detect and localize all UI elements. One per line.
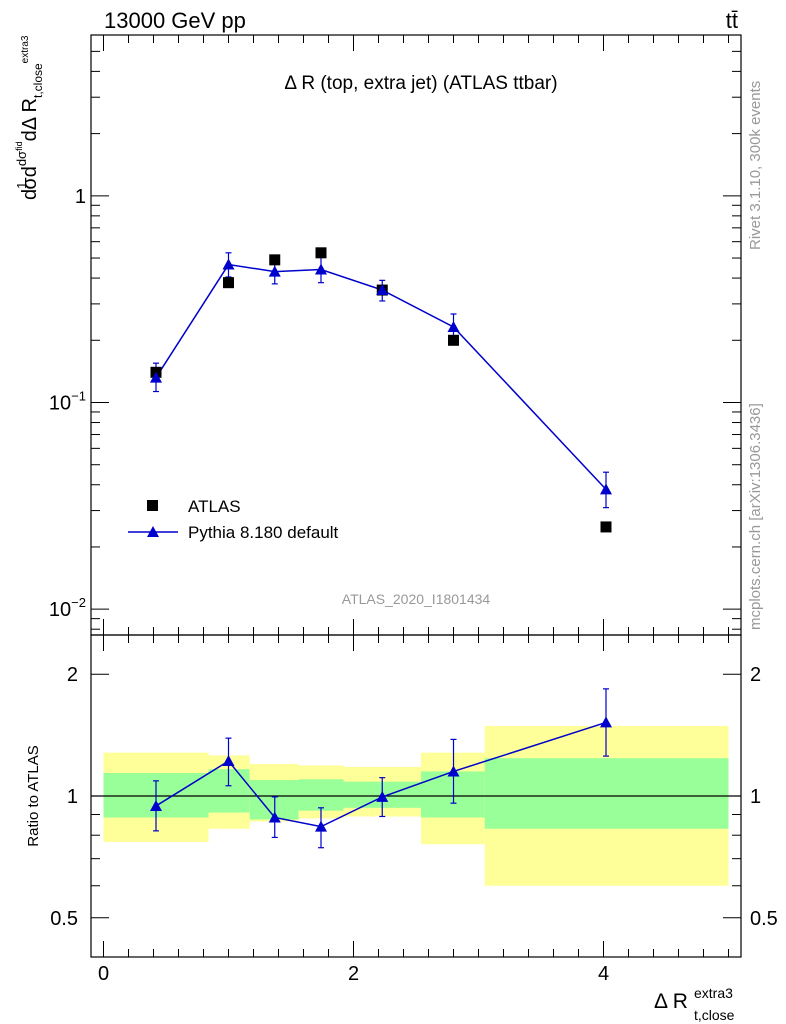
ratio-ytick-label-right: 0.5 [750,908,778,930]
mc-point [376,284,389,296]
main-ytick-label-base: 10 [49,599,71,621]
ratio-ytick-label: 0.5 [50,908,78,930]
atlas-point [269,254,281,266]
ratio-ytick-label-right: 2 [750,664,761,686]
legend-marker-atlas [147,500,158,511]
mc-series-line [155,263,607,490]
atlas-point [600,521,612,533]
main-y-axis-label: d1σddσfiddΔ Rt,closeextra3 [14,35,45,200]
main-ytick-label: 10−2 [49,595,86,621]
main-ytick-label-exp: −2 [71,595,86,610]
legend-label-mc: Pythia 8.180 default [188,523,339,542]
main-frame [90,34,742,636]
ratio-band-inner [421,771,485,818]
legend: ATLAS Pythia 8.180 default [128,497,339,542]
xtick-label: 2 [348,963,359,985]
ratio-point [600,716,612,728]
ratio-ytick-label: 2 [67,664,78,686]
header-right: tt̄ [726,8,738,33]
analysis-label: ATLAS_2020_I1801434 [342,591,491,607]
ratio-point [222,755,235,767]
main-axis-ticks [91,34,741,635]
atlas-point [223,277,234,289]
main-ytick-label: 10−1 [49,389,86,415]
ratio-band-inner [484,758,729,829]
main-y-tick-labels: 10−210−11 [49,186,86,621]
mc-point [600,483,612,495]
rivet-label: Rivet 3.1.10, 300k events [747,81,764,250]
ratio-point [150,799,162,811]
header-left: 13000 GeV pp [104,8,246,33]
xtick-label: 0 [98,963,109,985]
main-panel: 10−210−11 Δ R (top, extra jet) (ATLAS tt… [14,34,742,636]
ratio-point [315,820,327,832]
ratio-y-tick-labels: 0.5 0.5 1 1 2 2 [50,664,778,930]
mc-point [222,258,235,270]
ratio-band-inner [208,769,250,813]
chart-title: Δ R (top, extra jet) (ATLAS ttbar) [284,73,557,94]
ratio-bands [103,725,729,886]
atlas-point [448,334,459,346]
ratio-axis-ticks [91,635,741,957]
legend-marker-mc [147,526,159,537]
xtick-label: 4 [598,963,609,985]
ratio-ytick-label-right: 1 [750,786,761,808]
atlas-point [315,247,327,259]
mcplots-label: mcplots.cern.ch [arXiv:1306.3436] [747,403,764,630]
main-ytick-label-base: 10 [49,393,71,415]
ratio-point [447,765,460,777]
ratio-point [376,790,389,802]
main-ytick-label-exp: −1 [71,389,86,404]
main-ytick-label: 1 [75,186,86,208]
mc-point [315,263,327,275]
ratio-ytick-label: 1 [67,786,78,808]
ratio-y-axis-label: Ratio to ATLAS [25,745,42,846]
svg-text:d1σddσfiddΔ Rt,closeextra3: d1σddσfiddΔ Rt,closeextra3 [14,35,45,200]
ratio-data-marks [150,688,612,849]
x-tick-labels: 0 2 4 [98,963,609,985]
mc-point [447,320,460,332]
legend-label-atlas: ATLAS [188,497,241,516]
mc-point [268,265,281,277]
ratio-point [268,811,281,823]
ratio-band-inner [298,779,344,811]
main-data-marks [150,247,612,533]
mc-point [150,371,162,383]
